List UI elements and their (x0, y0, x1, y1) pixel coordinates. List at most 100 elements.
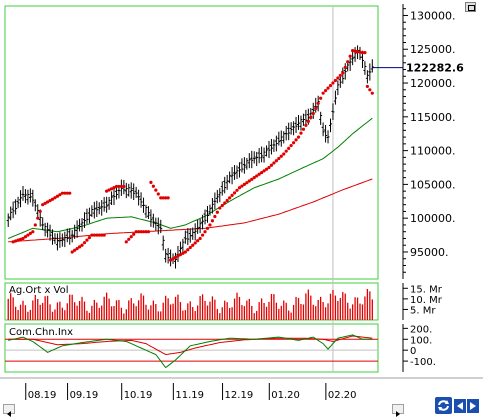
sar-dot (260, 170, 264, 175)
sar-dot (18, 237, 23, 241)
sar-dot (321, 91, 325, 95)
sar-dot (264, 167, 269, 171)
sar-dot (176, 254, 180, 258)
sar-dot (58, 193, 62, 197)
sar-dot (252, 176, 256, 180)
sar-dot (183, 250, 187, 254)
cci-axis-label: 100. (410, 335, 432, 346)
sar-dot (151, 184, 155, 188)
sar-dot (97, 233, 101, 237)
sar-dot (112, 186, 116, 190)
sar-dot (193, 241, 197, 245)
sar-dot (124, 240, 128, 244)
price-candles (6, 45, 374, 269)
sar-dot (205, 226, 210, 230)
x-axis-month-label: 11.19 (175, 390, 204, 401)
sar-dot (63, 191, 67, 195)
scroll-right-button[interactable] (392, 404, 404, 417)
sar-dot (230, 193, 234, 197)
sar-dot (90, 233, 94, 237)
volume-bars (7, 289, 373, 320)
sar-dot (45, 200, 50, 204)
sar-dot (235, 188, 239, 192)
sar-dot (346, 60, 350, 64)
sar-dot (53, 196, 57, 200)
sar-dot (348, 54, 352, 58)
sar-dot (368, 88, 372, 92)
sar-dot (355, 50, 360, 54)
moving-average-short-line (7, 117, 373, 239)
sar-dot (26, 233, 30, 237)
sar-dot (240, 184, 244, 188)
price-axis-label: 100000. (410, 212, 456, 225)
nav-left-button[interactable] (454, 399, 466, 413)
sar-dot (336, 76, 340, 80)
sar-dot (245, 181, 249, 185)
scroll-left-button[interactable] (3, 404, 15, 417)
parabolic-sar-dots (11, 48, 374, 262)
sar-dot (31, 230, 35, 234)
refresh-icon (438, 400, 449, 411)
sar-dot (220, 203, 224, 208)
sar-dot (289, 143, 293, 148)
refresh-button[interactable] (435, 397, 452, 414)
cci-panel-frame (4, 323, 379, 373)
sar-dot (129, 235, 133, 239)
sar-dot (301, 127, 306, 131)
sar-dot (255, 174, 259, 178)
sar-dot (282, 152, 286, 156)
sar-dot (186, 248, 190, 252)
sar-dot (191, 243, 195, 247)
sar-dot (109, 187, 114, 191)
sar-dot (105, 189, 109, 193)
sar-dot (228, 196, 232, 200)
sar-dot (80, 243, 84, 247)
sar-dot (287, 146, 291, 150)
volume-panel-title: Ag.Ort x Vol (9, 285, 69, 296)
sar-dot (314, 106, 318, 110)
x-axis-month-label: 10.19 (124, 390, 153, 401)
sar-dot (95, 233, 99, 237)
sar-dot (365, 84, 369, 89)
sar-dot (38, 209, 42, 214)
sar-dot (92, 233, 96, 237)
sar-dot (328, 83, 333, 88)
sar-dot (164, 196, 168, 200)
corner-button[interactable] (465, 2, 476, 12)
sar-dot (68, 191, 72, 195)
sar-dot (277, 156, 281, 161)
sar-dot (333, 78, 338, 83)
sar-dot (326, 86, 330, 90)
sar-dot (154, 188, 158, 192)
sar-dot (60, 191, 64, 195)
sar-dot (218, 206, 222, 210)
cci-axis-label: 200. (410, 324, 432, 335)
sar-dot (73, 248, 77, 252)
sar-dot (70, 250, 74, 254)
right-arrow-icon (470, 402, 476, 410)
last-price-label: 122282.6 (406, 62, 464, 75)
price-axis-label: 115000. (410, 111, 456, 124)
cci-panel-title: Com.Chn.Inx (9, 327, 73, 338)
sar-dot (284, 149, 288, 153)
price-axis-label: 110000. (410, 145, 456, 158)
sar-dot (161, 196, 165, 200)
sar-dot (360, 51, 365, 55)
nav-right-button[interactable] (467, 399, 479, 413)
sar-dot (119, 184, 123, 189)
sar-dot (43, 201, 47, 205)
sar-dot (122, 184, 126, 189)
sar-dot (225, 198, 229, 203)
sar-dot (309, 115, 313, 119)
price-axis-label: 120000. (410, 77, 456, 90)
sar-dot (341, 71, 345, 75)
sar-dot (14, 239, 18, 243)
cci-axis-label: 0 (410, 346, 416, 357)
sar-dot (137, 230, 141, 234)
sar-dot (311, 111, 315, 116)
sar-dot (358, 50, 362, 54)
sar-dot (294, 138, 298, 142)
sar-dot (178, 253, 183, 257)
sar-dot (171, 257, 175, 261)
